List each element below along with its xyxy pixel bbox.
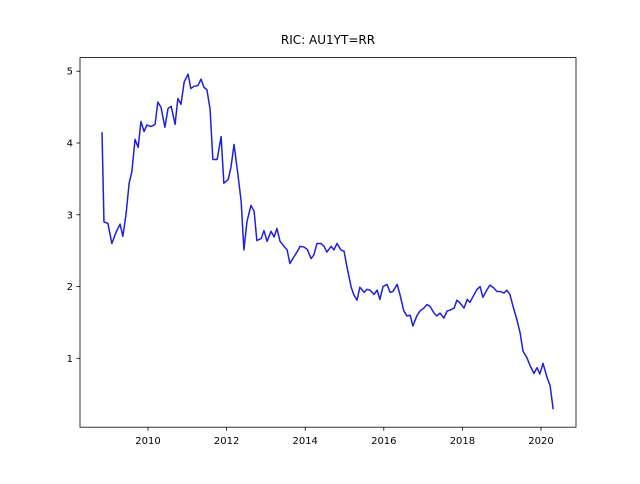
x-tick-label: 2016 bbox=[371, 436, 396, 447]
y-tick-label: 5 bbox=[67, 67, 73, 78]
chart-title: RIC: AU1YT=RR bbox=[281, 33, 375, 47]
y-tick-label: 2 bbox=[67, 282, 73, 293]
x-tick-label: 2018 bbox=[450, 436, 475, 447]
x-tick-label: 2010 bbox=[135, 436, 160, 447]
y-tick-label: 4 bbox=[67, 139, 73, 150]
x-tick-label: 2012 bbox=[214, 436, 239, 447]
y-tick-label: 3 bbox=[67, 210, 73, 221]
y-tick-label: 1 bbox=[67, 354, 73, 365]
axes-frame bbox=[79, 57, 577, 428]
line-series bbox=[101, 73, 554, 410]
x-tick-label: 2014 bbox=[292, 436, 317, 447]
x-tick-label: 2020 bbox=[528, 436, 553, 447]
